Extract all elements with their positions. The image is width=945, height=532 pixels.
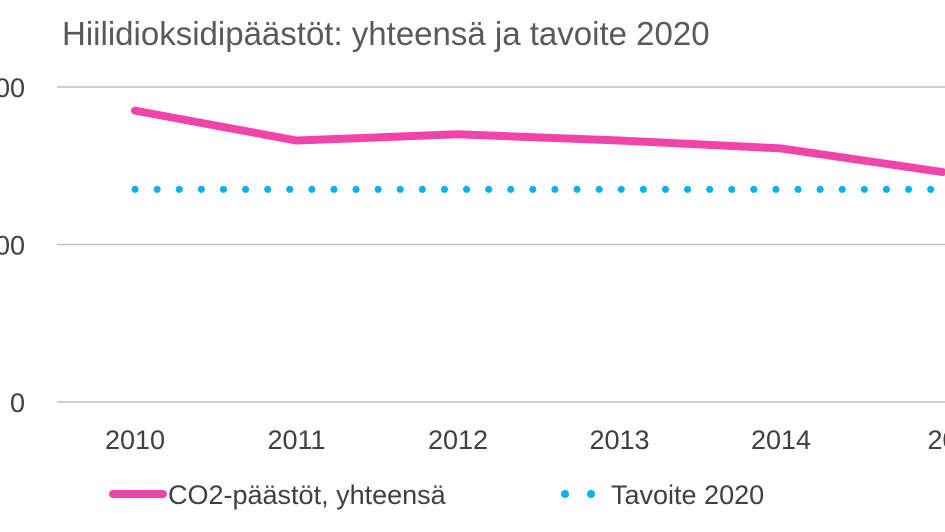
gridlines xyxy=(57,86,945,403)
chart-title: Hiilidioksidipäästöt: yhteensä ja tavoit… xyxy=(62,15,710,52)
legend-swatch-dot-2 xyxy=(587,490,595,498)
y-tick-label: 0 xyxy=(10,388,25,418)
x-tick-label: 2013 xyxy=(589,425,649,455)
x-tick-label: 2012 xyxy=(428,425,488,455)
series-line-co2 xyxy=(131,106,945,177)
legend-swatch-dot-1 xyxy=(561,490,569,498)
series-layer xyxy=(131,106,945,193)
x-tick-label: 2014 xyxy=(751,425,811,455)
y-tick-label: 00 xyxy=(0,73,25,103)
x-tick-label: 20 xyxy=(927,425,945,455)
legend-label-target: Tavoite 2020 xyxy=(611,480,764,510)
legend: CO2-päästöt, yhteensä Tavoite 2020 xyxy=(109,480,764,510)
x-axis-ticks: 2010 2011 2012 2013 2014 20 xyxy=(105,425,945,455)
x-tick-label: 2011 xyxy=(267,425,325,455)
legend-label-co2: CO2-päästöt, yhteensä xyxy=(168,480,447,510)
y-tick-label: 00 xyxy=(0,231,25,261)
x-tick-label: 2010 xyxy=(105,425,165,455)
